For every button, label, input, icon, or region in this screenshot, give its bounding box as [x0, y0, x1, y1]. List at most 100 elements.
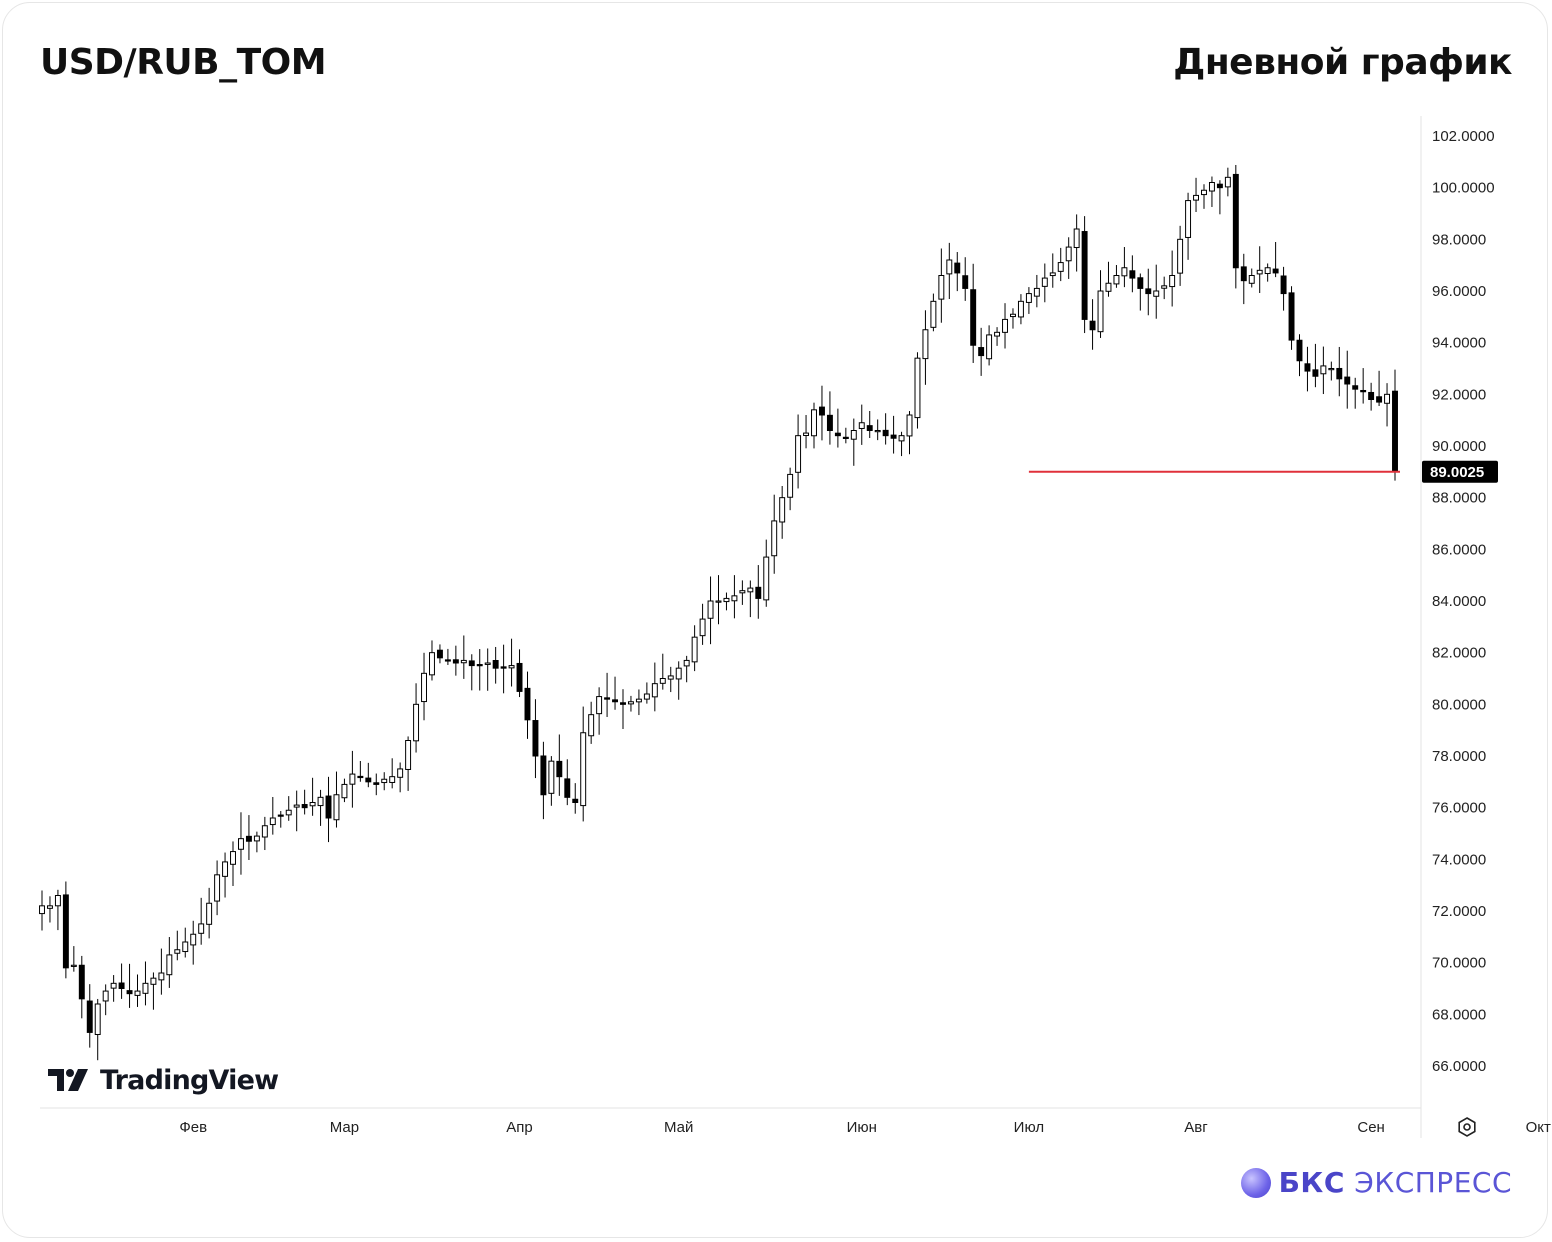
- candle: [206, 887, 213, 939]
- candle: [174, 930, 181, 961]
- candle-body: [269, 817, 276, 826]
- candle: [659, 653, 666, 690]
- candle-body: [134, 990, 141, 996]
- candle-body: [277, 814, 284, 817]
- candle-body: [540, 755, 547, 796]
- candle: [429, 640, 435, 681]
- candle-body: [524, 687, 531, 721]
- candle: [214, 860, 221, 916]
- candle: [1002, 303, 1008, 349]
- candle: [508, 638, 515, 687]
- candle: [436, 644, 443, 664]
- candle-body: [747, 587, 754, 593]
- candle-body: [588, 714, 595, 737]
- candle: [604, 672, 611, 717]
- candle-body: [1296, 339, 1303, 362]
- candle-body: [1392, 390, 1398, 473]
- candle: [1129, 255, 1136, 293]
- candle-body: [986, 334, 993, 360]
- candle-body: [62, 894, 69, 969]
- candle: [1201, 184, 1207, 209]
- candle: [1208, 176, 1215, 207]
- symbol-title: USD/RUB_TOM: [40, 42, 327, 83]
- candle: [333, 771, 340, 828]
- price-axis: 102.0000 100.0000 98.0000 96.0000 94.0000 92.…: [1432, 128, 1495, 1075]
- candle: [484, 648, 491, 691]
- candle-body: [421, 672, 427, 703]
- candle-body: [1201, 189, 1207, 196]
- price-tick-label: 94.0000: [1432, 335, 1486, 352]
- candle: [190, 920, 197, 965]
- candle: [381, 772, 388, 791]
- candle-body: [261, 825, 268, 838]
- candle-body: [978, 347, 985, 357]
- candle-body: [70, 964, 77, 967]
- candle-body: [755, 586, 762, 599]
- candle: [476, 649, 483, 691]
- candle: [182, 927, 189, 958]
- candle: [596, 687, 603, 735]
- candle-body: [643, 693, 650, 700]
- candle: [62, 881, 69, 979]
- candle: [1352, 377, 1359, 409]
- candle-body: [699, 618, 706, 637]
- candle-body: [54, 895, 61, 907]
- candle: [612, 676, 619, 710]
- candle-body: [102, 990, 109, 1002]
- candle: [357, 761, 364, 782]
- candle-body: [301, 804, 308, 809]
- candle-body: [436, 649, 443, 659]
- candle-body: [500, 666, 507, 669]
- candle-body: [1073, 228, 1080, 249]
- settings-gear-icon[interactable]: [1456, 1116, 1478, 1138]
- candle: [118, 963, 125, 999]
- candle-body: [779, 497, 786, 523]
- candle-body: [970, 289, 977, 346]
- candle: [1185, 192, 1192, 260]
- candle: [1296, 334, 1303, 377]
- candle-body: [309, 802, 316, 807]
- candle: [516, 649, 523, 698]
- candle-body: [763, 556, 770, 601]
- candle: [110, 975, 117, 1002]
- candle-body: [1256, 269, 1263, 275]
- candle: [389, 758, 396, 789]
- candle: [500, 644, 507, 694]
- candle: [540, 741, 547, 820]
- candle-body: [230, 851, 236, 865]
- candle: [651, 662, 658, 712]
- candle-body: [803, 432, 810, 436]
- candle: [421, 652, 427, 721]
- candle-body: [253, 835, 260, 842]
- candle-body: [739, 590, 746, 594]
- candle-body: [1049, 272, 1056, 277]
- candle-body: [1161, 285, 1168, 289]
- candle-body: [1081, 231, 1088, 320]
- candle: [39, 890, 45, 931]
- candle-body: [1129, 270, 1136, 279]
- candle: [86, 984, 93, 1048]
- candle-body: [468, 660, 475, 667]
- candle-body: [675, 667, 682, 680]
- candle-body: [190, 933, 197, 946]
- candle-body: [429, 652, 435, 676]
- candle: [102, 984, 109, 1016]
- candle: [230, 841, 236, 886]
- candle-body: [365, 777, 372, 783]
- candle: [1328, 361, 1335, 381]
- candle: [850, 418, 857, 466]
- candle-body: [285, 809, 292, 816]
- candle: [866, 411, 873, 439]
- candle: [627, 695, 634, 712]
- price-tick-label: 84.0000: [1432, 593, 1486, 610]
- candle-body: [206, 902, 213, 925]
- price-tick-label: 80.0000: [1432, 696, 1486, 713]
- candle-body: [325, 795, 332, 819]
- candle: [1248, 268, 1255, 288]
- candle: [962, 257, 969, 301]
- candle: [349, 750, 356, 808]
- candle-body: [842, 436, 849, 439]
- candle-body: [166, 954, 173, 976]
- candle-body: [476, 664, 483, 667]
